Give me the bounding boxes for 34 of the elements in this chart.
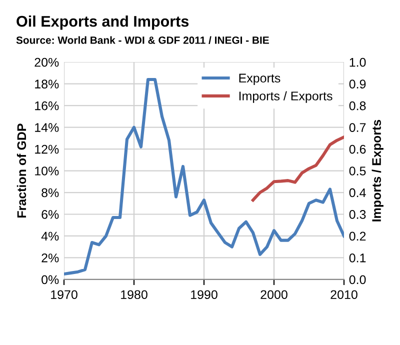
- y-axis-title: Fraction of GDP: [16, 124, 26, 218]
- y-tick-label: 10%: [35, 166, 59, 176]
- legend-label: Exports: [239, 74, 280, 85]
- y2-tick-label: 0.6: [349, 144, 366, 154]
- legend-label: Imports / Exports: [239, 91, 332, 103]
- y-tick-label: 18%: [35, 80, 59, 88]
- x-tick-label: 1980: [121, 290, 148, 300]
- y-tick-label: 8%: [42, 188, 59, 198]
- y2-tick-label: 0.7: [349, 123, 366, 132]
- y-tick-label: 2%: [42, 254, 59, 262]
- y2-tick-label: 0.9: [349, 80, 366, 88]
- y-tick-label: 12%: [35, 144, 59, 154]
- x-tick-label: 1990: [191, 290, 218, 300]
- y2-tick-label: 0.2: [349, 232, 366, 241]
- y2-axis-title: Imports / Exports: [372, 120, 384, 222]
- chart-subtitle: Source: World Bank - WDI & GDF 2011 / INEGI - BIE: [16, 36, 269, 44]
- x-tick-label: 2010: [330, 290, 358, 300]
- y-tick-label: 6%: [42, 210, 59, 219]
- y2-tick-label: 0.1: [349, 254, 366, 262]
- y-tick-label: 0%: [42, 275, 59, 284]
- y2-tick-label: 0.8: [349, 101, 366, 110]
- y2-tick-label: 0.5: [349, 166, 366, 176]
- y2-tick-label: 0.3: [349, 210, 366, 219]
- y2-tick-label: 0.0: [349, 275, 366, 284]
- y-tick-label: 14%: [35, 123, 59, 132]
- line-series: [251, 136, 344, 202]
- y2-tick-label: 1.0: [350, 58, 366, 67]
- y-tick-label: 4%: [41, 232, 59, 241]
- y2-tick-label: 0.4: [349, 188, 366, 198]
- y-tick-label: 16%: [35, 101, 59, 110]
- y-tick-label: 20%: [34, 58, 59, 67]
- x-tick-label: 2000: [260, 290, 288, 300]
- x-tick-label: 1970: [51, 290, 78, 300]
- chart-title: Oil Exports and Imports: [16, 16, 189, 30]
